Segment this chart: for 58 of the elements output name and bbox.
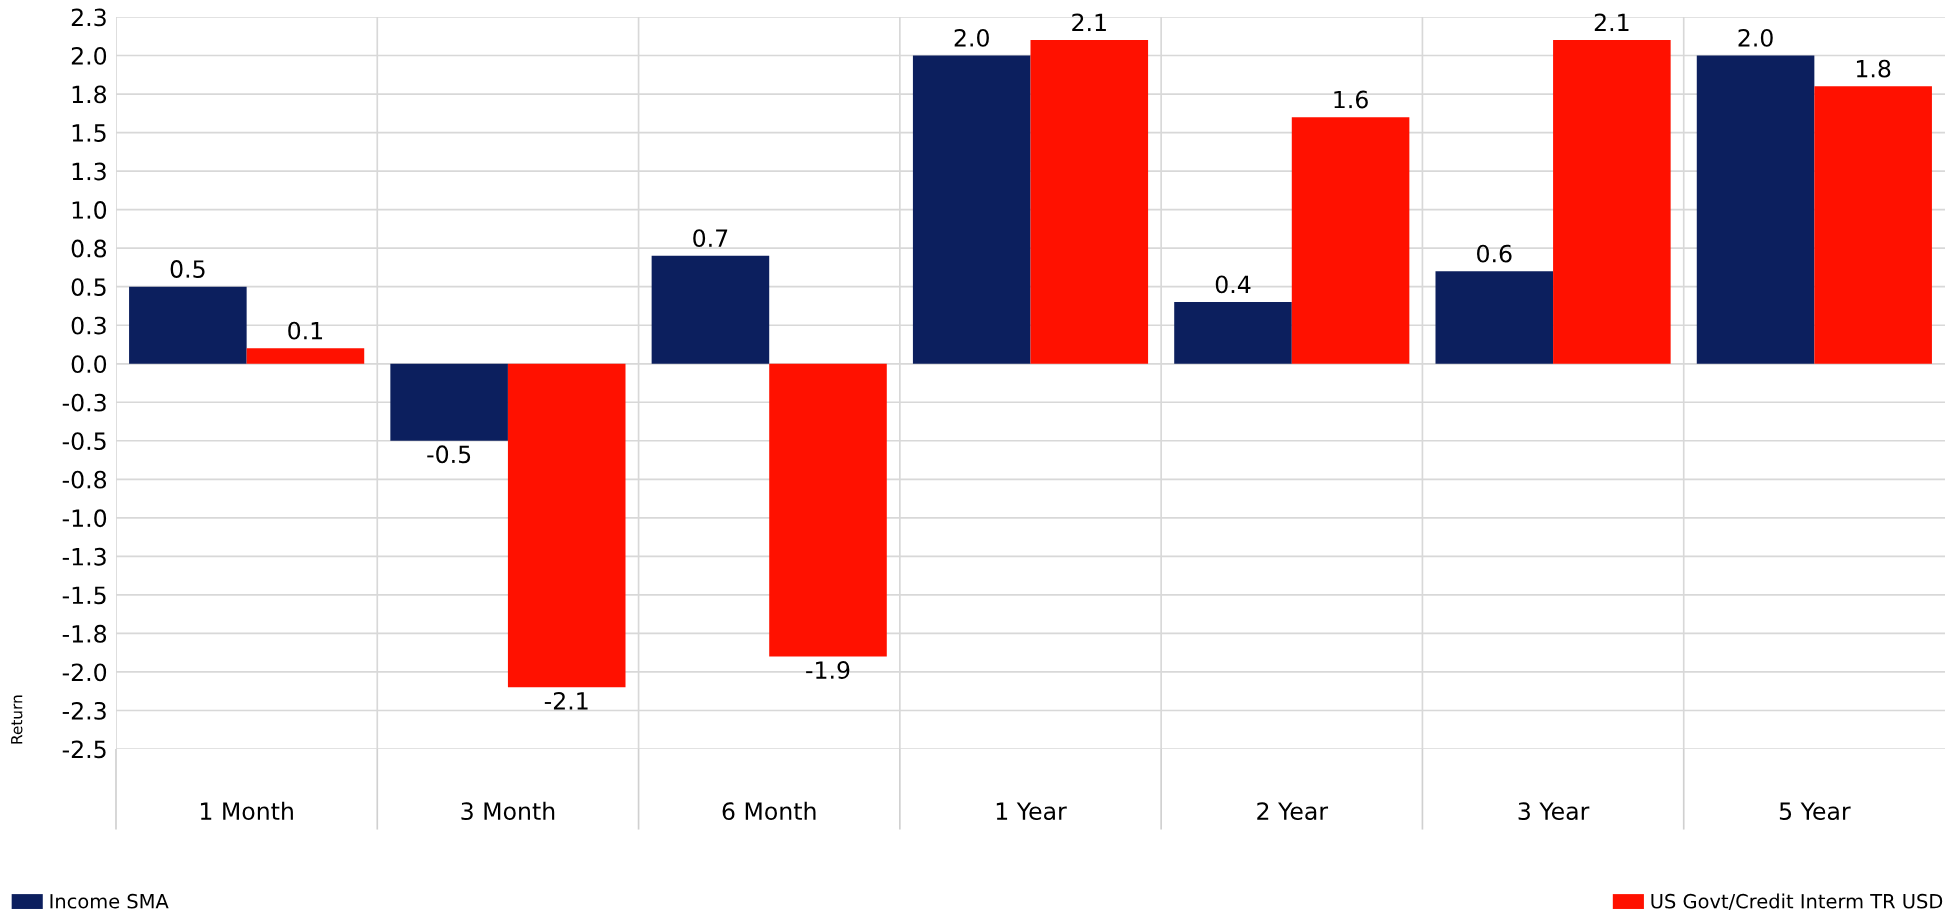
y-tick-label: 1.5 xyxy=(72,124,106,142)
y-tick-label: -0.8 xyxy=(62,470,107,489)
data-label: 0.1 xyxy=(288,321,323,340)
y-tick-label: 0.5 xyxy=(71,278,106,296)
y-tick-label: 2.3 xyxy=(71,8,106,27)
bar xyxy=(1435,271,1554,364)
data-label: 1.8 xyxy=(1856,59,1891,78)
bar xyxy=(769,363,887,657)
y-tick-label: -2.0 xyxy=(62,663,107,682)
y-tick-label: 1.8 xyxy=(72,85,107,104)
legend-label: Income SMA xyxy=(50,893,169,909)
bar xyxy=(1696,55,1815,364)
data-label: 2.0 xyxy=(1738,28,1773,47)
bar xyxy=(1174,302,1292,364)
x-tick-label: 2 Year xyxy=(1257,802,1329,821)
bar xyxy=(1291,117,1410,364)
bar xyxy=(507,363,626,688)
data-label: -2.1 xyxy=(544,691,588,710)
bar xyxy=(1814,86,1932,364)
data-label: 0.4 xyxy=(1215,275,1251,294)
data-label: 2.1 xyxy=(1594,13,1629,32)
x-tick-label: 1 Month xyxy=(200,801,293,821)
x-tick-label: 1 Year xyxy=(996,802,1067,821)
y-tick-label: -0.5 xyxy=(62,432,106,451)
y-tick-label: -1.5 xyxy=(62,586,106,605)
bar xyxy=(1030,40,1149,364)
bar xyxy=(1553,40,1671,364)
data-label: -1.9 xyxy=(806,661,850,679)
bar xyxy=(912,55,1031,364)
legend-label: US Govt/Credit Interm TR USD xyxy=(1651,893,1943,911)
data-label: -0.5 xyxy=(427,445,471,464)
data-label: 0.5 xyxy=(170,260,205,278)
y-tick-label: -2.5 xyxy=(62,740,106,759)
data-label: 1.6 xyxy=(1334,90,1368,109)
bar xyxy=(651,255,770,364)
x-tick-label: 3 Month xyxy=(461,801,555,821)
data-label: 2.0 xyxy=(954,28,989,47)
y-tick-label: 1.0 xyxy=(72,201,107,219)
data-label: 0.6 xyxy=(1477,244,1512,263)
bar xyxy=(246,348,365,364)
y-tick-label: -1.3 xyxy=(62,547,106,566)
y-tick-label: -2.3 xyxy=(62,701,106,720)
y-tick-label: 0.0 xyxy=(71,355,107,374)
y-tick-label: -1.8 xyxy=(62,624,107,643)
x-tick-label: 6 Month xyxy=(722,801,816,821)
y-axis-title: Return xyxy=(11,695,23,744)
bar xyxy=(390,363,508,441)
data-label: 2.1 xyxy=(1072,13,1106,32)
x-tick-label: 3 Year xyxy=(1518,802,1590,821)
y-tick-label: -1.0 xyxy=(62,509,107,528)
y-tick-label: 0.8 xyxy=(71,239,107,258)
y-tick-label: -0.3 xyxy=(62,393,106,412)
data-label: 0.7 xyxy=(693,229,728,248)
x-tick-label: 5 Year xyxy=(1779,802,1851,821)
y-tick-label: 1.3 xyxy=(72,162,106,181)
bar xyxy=(129,286,247,364)
y-tick-label: 0.3 xyxy=(71,316,106,335)
y-tick-label: 2.0 xyxy=(71,46,107,65)
